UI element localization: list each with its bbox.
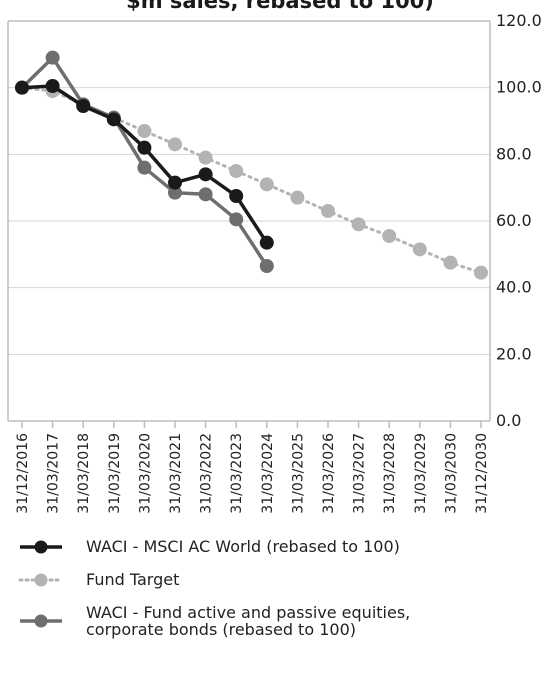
x-tick-labels: 31/12/2016 31/03/2017 31/03/2018 31/03/2019… <box>15 433 490 514</box>
legend-swatch-fund <box>20 614 62 628</box>
legend-swatch-msci <box>20 540 62 553</box>
x-tick-label: 31/03/2019 <box>107 433 123 514</box>
data-point <box>351 217 366 232</box>
x-tick-label: 31/03/2021 <box>168 433 184 514</box>
data-point <box>15 80 29 95</box>
x-tick-label: 31/03/2027 <box>352 433 368 514</box>
legend-item-fund: WACI - Fund active and passive equities,… <box>18 604 538 638</box>
y-tick-label: 120.0 <box>496 11 542 30</box>
data-point <box>76 99 91 113</box>
axes <box>7 21 491 428</box>
gridlines <box>8 87 490 355</box>
x-tick-label: 31/03/2020 <box>137 433 153 514</box>
data-point <box>229 189 244 203</box>
x-tick-label: 31/03/2026 <box>321 433 337 514</box>
legend-item-target: Fund Target <box>18 571 538 588</box>
data-point <box>412 242 427 257</box>
data-point <box>229 164 244 178</box>
data-point <box>137 124 152 138</box>
data-point <box>382 229 397 243</box>
data-point <box>290 190 305 205</box>
data-point <box>259 235 274 250</box>
y-tick-label: 40.0 <box>496 278 532 297</box>
series-lines <box>15 50 488 280</box>
chart-title: $m sales, rebased to 100) <box>126 0 434 13</box>
series-line <box>20 86 483 275</box>
legend-item-msci: WACI - MSCI AC World (rebased to 100) <box>18 538 538 555</box>
data-point <box>106 112 121 127</box>
y-tick-label: 80.0 <box>496 144 532 163</box>
x-tick-label: 31/12/2016 <box>15 433 31 514</box>
data-point <box>45 50 60 65</box>
data-point <box>168 185 182 200</box>
x-tick-label: 31/12/2030 <box>474 433 490 514</box>
data-point <box>168 175 182 190</box>
legend-swatch-target <box>18 573 64 586</box>
y-tick-label: 20.0 <box>496 344 532 363</box>
legend-label-fund: WACI - Fund active and passive equities,… <box>86 603 411 639</box>
data-point <box>259 259 274 273</box>
x-tick-label: 31/03/2018 <box>76 433 92 514</box>
data-point <box>198 187 213 202</box>
data-point <box>198 167 213 182</box>
data-point <box>229 212 244 227</box>
legend-label-msci: WACI - MSCI AC World (rebased to 100) <box>86 537 400 556</box>
y-tick-labels: 0.0 20.0 40.0 60.0 80.0 100.0 120.0 <box>496 11 542 430</box>
data-point <box>137 160 152 175</box>
data-point <box>198 150 213 165</box>
x-tick-label: 31/03/2029 <box>413 433 429 514</box>
x-tick-label: 31/03/2025 <box>290 433 306 514</box>
x-tick-label: 31/03/2028 <box>382 433 398 514</box>
data-point <box>443 255 458 270</box>
data-point <box>321 204 335 218</box>
x-tick-label: 31/03/2023 <box>229 433 245 514</box>
data-point <box>168 137 182 152</box>
data-point <box>137 140 152 155</box>
data-point <box>474 265 488 280</box>
x-tick-label: 31/03/2022 <box>199 433 215 514</box>
y-tick-label: 100.0 <box>496 78 542 97</box>
data-point <box>259 177 274 192</box>
y-tick-label: 0.0 <box>496 411 521 430</box>
data-point <box>45 79 60 93</box>
x-tick-label: 31/03/2017 <box>46 433 62 514</box>
legend: WACI - MSCI AC World (rebased to 100) Fu… <box>18 538 538 654</box>
legend-label-target: Fund Target <box>86 570 180 589</box>
x-tick-label: 31/03/2024 <box>260 433 276 514</box>
x-tick-label: 31/03/2030 <box>443 433 459 514</box>
y-tick-label: 60.0 <box>496 211 532 230</box>
